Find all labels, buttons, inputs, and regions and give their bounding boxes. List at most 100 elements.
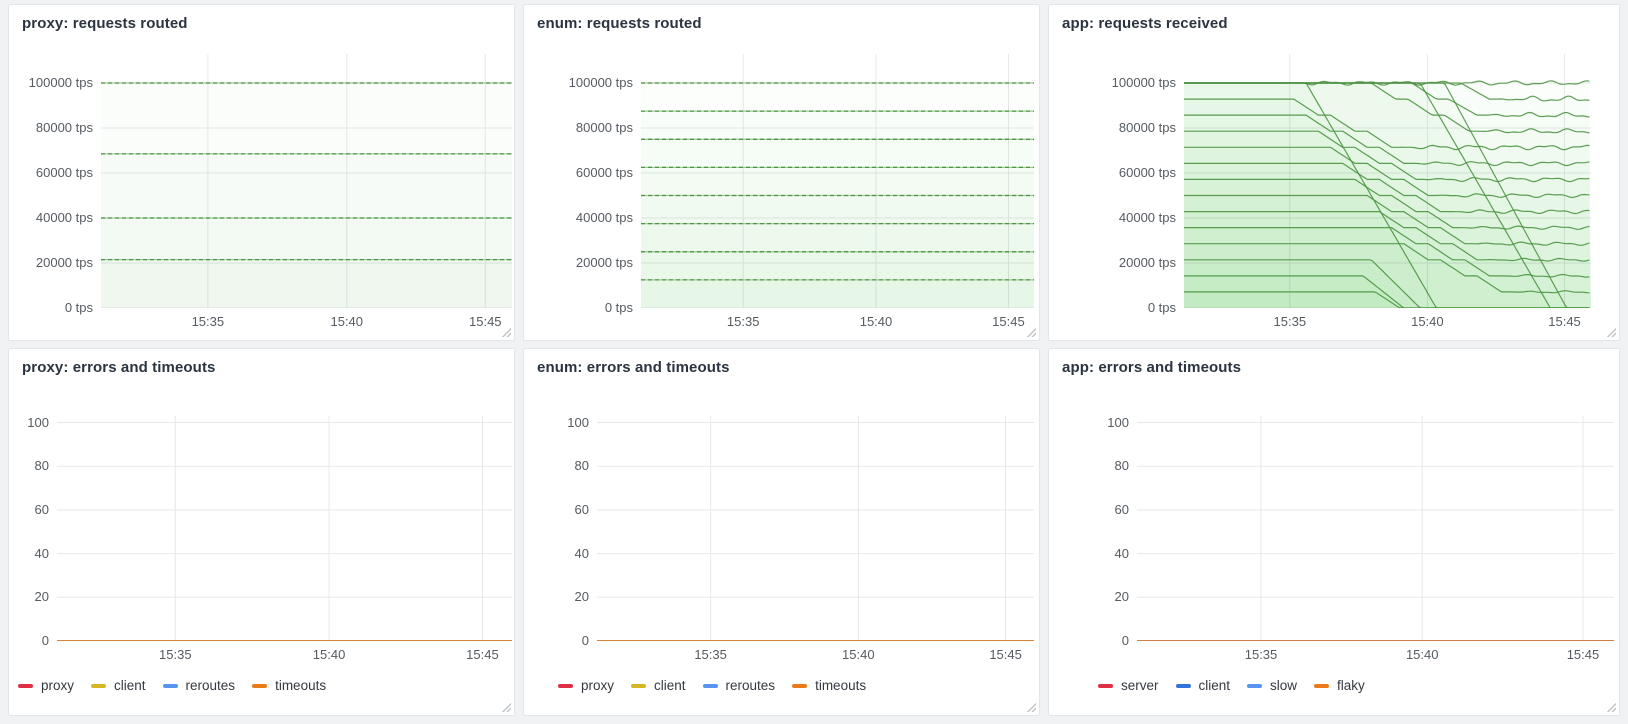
legend-label: server xyxy=(1121,678,1159,693)
y-axis-label: 100 xyxy=(1107,414,1129,430)
legend-color-swatch xyxy=(558,684,573,688)
legend-item-reroutes[interactable]: reroutes xyxy=(162,677,235,695)
legend-item-timeouts[interactable]: timeouts xyxy=(252,677,326,695)
legend-item-client[interactable]: client xyxy=(631,677,686,695)
panel-resize-handle[interactable] xyxy=(1606,327,1616,337)
y-axis-label: 20000 tps xyxy=(35,255,93,270)
y-axis-label: 40 xyxy=(34,545,49,561)
y-axis-label: 20000 tps xyxy=(1118,255,1176,270)
y-axis-label: 20000 tps xyxy=(575,255,633,270)
chart-plot-area[interactable] xyxy=(641,54,1034,308)
y-axis-label: 0 xyxy=(1121,633,1129,648)
x-axis-label: 15:45 xyxy=(989,647,1022,662)
y-axis-label: 60000 tps xyxy=(575,165,633,180)
panel-title[interactable]: enum: errors and timeouts xyxy=(537,359,730,376)
panel-resize-handle[interactable] xyxy=(501,327,511,337)
y-axis-label: 0 tps xyxy=(1147,300,1176,315)
x-axis-label: 15:45 xyxy=(466,647,499,662)
legend-color-swatch xyxy=(631,684,647,688)
legend-item-proxy[interactable]: proxy xyxy=(18,677,74,695)
y-axis-label: 40000 tps xyxy=(35,210,93,225)
y-axis-label: 40000 tps xyxy=(1118,210,1176,225)
y-axis-label: 60 xyxy=(34,501,49,517)
panel-title[interactable]: enum: requests routed xyxy=(537,15,702,32)
legend-item-reroutes[interactable]: reroutes xyxy=(702,677,776,695)
x-axis-label: 15:35 xyxy=(694,647,727,662)
y-axis-label: 80000 tps xyxy=(35,120,93,135)
chart-plot-area[interactable] xyxy=(1184,54,1591,308)
legend: proxy client reroutes timeouts xyxy=(18,677,326,695)
legend-item-timeouts[interactable]: timeouts xyxy=(792,677,866,695)
y-axis-label: 20 xyxy=(574,589,589,605)
panel-proxy-errors-timeouts: proxy: errors and timeouts 0 20 40 60 80 100 1… xyxy=(8,348,515,716)
y-axis-label: 40 xyxy=(1114,545,1129,561)
y-axis-label: 60 xyxy=(574,501,589,517)
y-axis-label: 80000 tps xyxy=(575,120,633,135)
chart-plot-area[interactable] xyxy=(101,54,512,308)
panel-enum-errors-timeouts: enum: errors and timeouts 0 20 40 60 80 100 15… xyxy=(523,348,1040,716)
x-axis-label: 15:40 xyxy=(330,314,364,329)
x-axis-label: 15:40 xyxy=(859,314,893,329)
y-axis-label: 40 xyxy=(574,545,589,561)
legend-color-swatch xyxy=(1175,684,1191,688)
x-axis-label: 15:40 xyxy=(1405,647,1439,662)
legend-item-server[interactable]: server xyxy=(1098,677,1159,695)
x-axis-label: 15:35 xyxy=(159,647,192,662)
chart-plot-area[interactable] xyxy=(57,416,512,641)
panel-title[interactable]: proxy: requests routed xyxy=(22,15,188,32)
y-axis-label: 100 xyxy=(567,414,589,430)
y-axis-label: 60000 tps xyxy=(1118,165,1176,180)
x-axis-label: 15:35 xyxy=(726,314,760,329)
y-axis-label: 60000 tps xyxy=(35,165,93,180)
y-axis-label: 80 xyxy=(1114,458,1129,474)
y-axis-label: 80 xyxy=(574,458,589,474)
panel-resize-handle[interactable] xyxy=(501,702,511,712)
legend: server client slow flaky xyxy=(1098,677,1365,695)
y-axis-label: 100000 tps xyxy=(1111,75,1176,90)
chart-plot-area[interactable] xyxy=(597,416,1034,641)
panel-resize-handle[interactable] xyxy=(1606,702,1616,712)
legend-label: timeouts xyxy=(815,678,867,693)
legend-label: reroutes xyxy=(725,678,776,693)
panel-title[interactable]: proxy: errors and timeouts xyxy=(22,359,216,376)
legend: proxy client reroutes timeouts xyxy=(558,677,866,695)
y-axis-label: 0 xyxy=(41,633,49,648)
x-axis-label: 15:35 xyxy=(1273,314,1307,329)
legend-label: client xyxy=(654,678,686,693)
panel-resize-handle[interactable] xyxy=(1026,327,1036,337)
legend-color-swatch xyxy=(252,684,268,688)
x-axis-label: 15:35 xyxy=(191,314,225,329)
legend-color-swatch xyxy=(91,684,107,688)
legend-color-swatch xyxy=(792,684,808,688)
x-axis-label: 15:45 xyxy=(469,314,502,329)
y-axis-label: 100000 tps xyxy=(568,75,633,90)
legend-label: flaky xyxy=(1337,678,1365,693)
legend-label: proxy xyxy=(581,678,615,693)
legend-item-client[interactable]: client xyxy=(1175,677,1230,695)
y-axis-label: 40000 tps xyxy=(575,210,633,225)
legend-color-swatch xyxy=(1247,684,1263,688)
legend-item-proxy[interactable]: proxy xyxy=(558,677,614,695)
panel-enum-requests-routed: enum: requests routed 0 tps 20000 tps 4000… xyxy=(523,4,1040,341)
y-axis-label: 0 tps xyxy=(604,300,633,315)
legend-item-flaky[interactable]: flaky xyxy=(1314,677,1365,695)
x-axis-label: 15:40 xyxy=(842,647,875,662)
legend-color-swatch xyxy=(702,684,718,688)
x-axis-label: 15:45 xyxy=(1566,647,1600,662)
legend-color-swatch xyxy=(18,684,33,688)
y-axis-label: 0 tps xyxy=(64,300,93,315)
panel-title[interactable]: app: errors and timeouts xyxy=(1062,359,1242,376)
panel-app-requests-received: app: requests received 0 tps 20000 tps 400… xyxy=(1048,4,1620,341)
y-axis-label: 60 xyxy=(1114,501,1129,517)
chart-plot-area[interactable] xyxy=(1137,416,1614,641)
legend-label: proxy xyxy=(41,678,75,693)
y-axis-label: 80000 tps xyxy=(1118,120,1176,135)
legend-label: client xyxy=(114,678,146,693)
x-axis-label: 15:35 xyxy=(1244,647,1278,662)
legend-item-client[interactable]: client xyxy=(91,677,146,695)
panel-title[interactable]: app: requests received xyxy=(1062,15,1228,32)
legend-item-slow[interactable]: slow xyxy=(1247,677,1297,695)
panel-resize-handle[interactable] xyxy=(1026,702,1036,712)
y-axis-label: 100 xyxy=(27,414,49,430)
